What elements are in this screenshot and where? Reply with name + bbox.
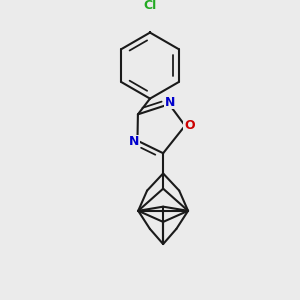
Text: O: O	[184, 119, 195, 132]
Text: N: N	[129, 135, 140, 148]
Text: N: N	[165, 96, 175, 109]
Text: Cl: Cl	[143, 0, 157, 13]
